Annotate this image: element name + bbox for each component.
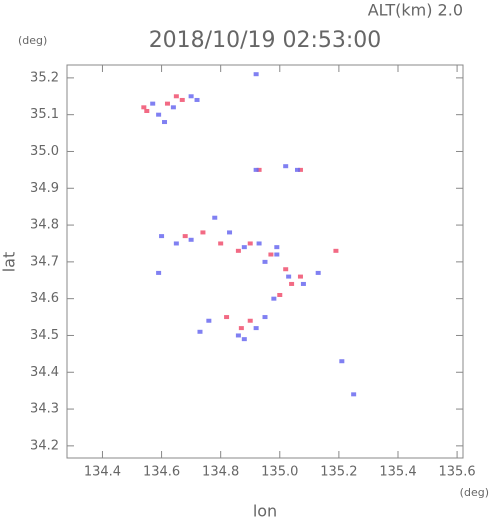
echo-point <box>188 94 194 99</box>
y-tick-label: 34.2 <box>30 438 59 453</box>
echo-point <box>238 326 244 331</box>
x-tick-label: 135.2 <box>320 465 357 480</box>
y-tick-label: 34.6 <box>30 291 59 306</box>
echo-point <box>164 101 170 106</box>
echo-point <box>150 101 156 106</box>
echo-point <box>333 248 339 253</box>
echo-point <box>188 237 194 242</box>
echo-point <box>274 245 280 250</box>
echo-point <box>227 230 233 235</box>
altitude-label: ALT(km) 2.0 <box>368 1 463 20</box>
echo-point <box>235 248 241 253</box>
x-tick-label: 135.0 <box>261 465 298 480</box>
echo-point <box>218 241 224 246</box>
y-tick-label: 35.1 <box>30 107 59 122</box>
echo-point <box>247 241 253 246</box>
echo-point <box>256 167 262 172</box>
echo-point <box>277 292 283 297</box>
x-unit: (deg) <box>460 486 489 499</box>
echo-point <box>351 392 357 397</box>
echo-point <box>268 252 274 257</box>
echo-point <box>194 97 200 102</box>
echo-point <box>286 274 292 279</box>
echo-point <box>141 105 147 110</box>
y-tick-label: 34.3 <box>30 402 59 417</box>
echo-point <box>339 359 345 364</box>
x-axis-label: lon <box>253 502 277 521</box>
echo-point <box>241 337 247 342</box>
y-tick-label: 35.2 <box>30 70 59 85</box>
y-tick-label: 34.4 <box>30 365 59 380</box>
echo-point <box>162 120 168 125</box>
x-tick-label: 135.4 <box>379 465 416 480</box>
echo-point <box>262 259 268 264</box>
echo-point <box>200 230 206 235</box>
echo-point <box>156 112 162 117</box>
y-tick-label: 34.8 <box>30 218 59 233</box>
echo-point <box>271 296 277 301</box>
echo-point <box>262 315 268 320</box>
echo-point <box>297 167 303 172</box>
echo-point <box>159 234 165 239</box>
echo-point <box>283 267 289 272</box>
echo-point <box>144 108 150 113</box>
echo-point <box>224 315 230 320</box>
echo-point <box>253 326 259 331</box>
echo-point <box>197 329 203 334</box>
echo-point <box>182 234 188 239</box>
echo-point <box>253 72 259 77</box>
echo-point <box>297 274 303 279</box>
echo-point <box>247 318 253 323</box>
echo-point <box>295 167 301 172</box>
y-tick-label: 34.9 <box>30 181 59 196</box>
echo-point <box>256 241 262 246</box>
echo-point <box>170 105 176 110</box>
x-tick-label: 134.6 <box>143 465 180 480</box>
y-tick-label: 34.7 <box>30 254 59 269</box>
echo-point <box>173 94 179 99</box>
x-tick-label: 134.8 <box>202 465 239 480</box>
echo-point <box>253 167 259 172</box>
echo-point <box>300 281 306 286</box>
y-unit: (deg) <box>18 34 47 47</box>
x-tick-label: 134.4 <box>84 465 121 480</box>
echo-point <box>156 270 162 275</box>
echo-point <box>212 215 218 220</box>
chart-title: 2018/10/19 02:53:00 <box>149 28 382 53</box>
echo-point <box>206 318 212 323</box>
x-tick-label: 135.6 <box>438 465 475 480</box>
echo-point <box>283 164 289 169</box>
echo-point <box>315 270 321 275</box>
y-tick-label: 35.0 <box>30 144 59 159</box>
echo-point <box>235 333 241 338</box>
echo-point <box>274 252 280 257</box>
echo-point <box>241 245 247 250</box>
y-axis-label: lat <box>0 252 19 273</box>
echo-point <box>179 97 185 102</box>
echo-point <box>289 281 295 286</box>
y-tick-label: 34.5 <box>30 328 59 343</box>
echo-point <box>173 241 179 246</box>
